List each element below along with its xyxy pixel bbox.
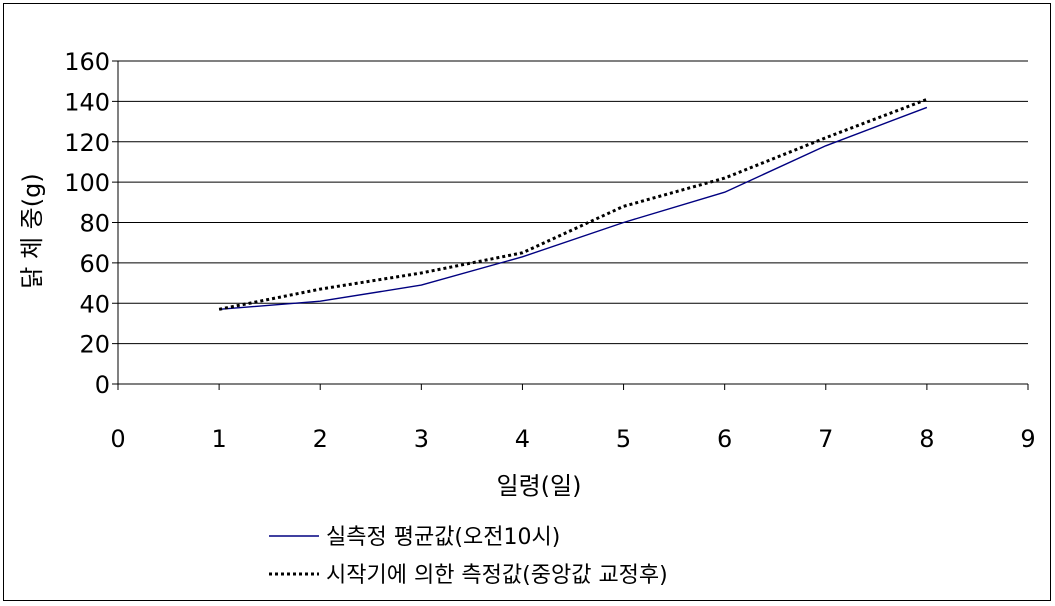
tick-labels: 0 20 40 60 80 100 120 140 160 0 1 2 3 4 5 6 7 8 9	[64, 48, 1035, 453]
series-line-1	[219, 106, 928, 311]
x-tick-label-2: 2	[313, 425, 328, 453]
y-tick-label-100: 100	[64, 169, 110, 197]
x-tick-label-1: 1	[211, 425, 226, 453]
x-tick-label-7: 7	[818, 425, 833, 453]
series-lines	[218, 97, 928, 311]
line-chart: 0 20 40 60 80 100 120 140 160 0 1 2 3 4 5 6 7 8 9 일령(일) 닭 …	[18, 48, 1036, 588]
axes	[112, 60, 1029, 390]
x-tick-label-0: 0	[110, 425, 125, 453]
y-tick-label-120: 120	[64, 129, 110, 157]
x-tick-label-4: 4	[515, 425, 530, 453]
y-tick-label-40: 40	[79, 290, 110, 318]
y-tick-label-0: 0	[95, 371, 110, 399]
x-axis-label: 일령(일)	[497, 472, 582, 500]
x-tick-label-5: 5	[616, 425, 631, 453]
x-tick-label-9: 9	[1020, 425, 1035, 453]
legend-label-2: 시작기에 의한 측정값(중앙값 교정후)	[326, 563, 668, 588]
series-line-2	[218, 97, 928, 311]
legend-label-1: 실측정 평균값(오전10시)	[326, 525, 560, 550]
y-axis-label: 닭 체 중(g)	[18, 173, 46, 288]
x-tick-label-3: 3	[414, 425, 429, 453]
y-tick-label-80: 80	[79, 210, 110, 238]
gridlines	[118, 60, 1028, 345]
y-tick-label-20: 20	[79, 331, 110, 359]
x-tick-label-8: 8	[919, 425, 934, 453]
legend: 실측정 평균값(오전10시) 시작기에 의한 측정값(중앙값 교정후)	[269, 525, 668, 588]
chart-frame: 0 20 40 60 80 100 120 140 160 0 1 2 3 4 5 6 7 8 9 일령(일) 닭 …	[3, 3, 1051, 601]
y-tick-label-60: 60	[79, 250, 110, 278]
y-tick-label-140: 140	[64, 88, 110, 116]
y-tick-label-160: 160	[64, 48, 110, 76]
x-tick-label-6: 6	[717, 425, 732, 453]
